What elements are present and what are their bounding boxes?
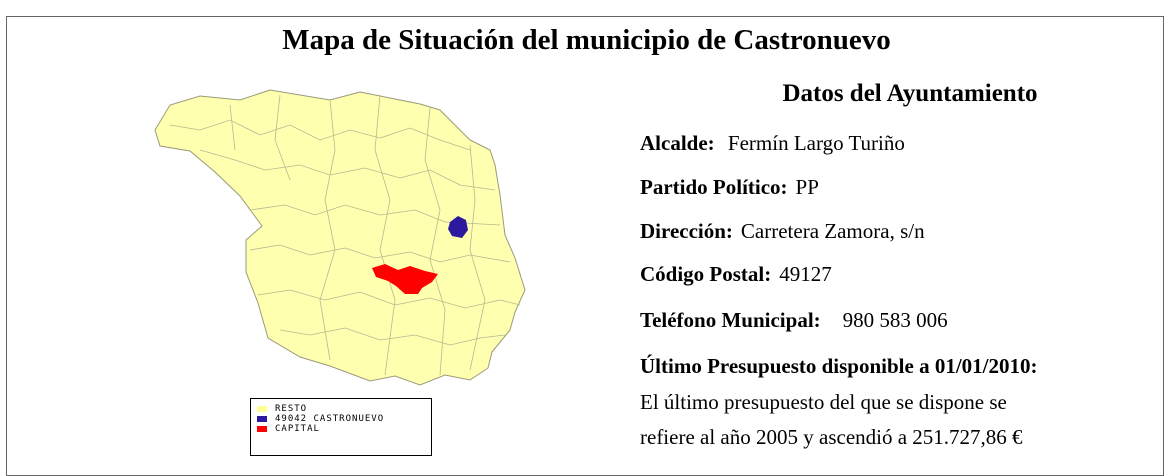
field-row: Partido Político: PP — [640, 175, 819, 200]
field-label: Teléfono Municipal: — [640, 308, 821, 332]
field-label: Código Postal: — [640, 262, 772, 286]
budget-text: El último presupuesto del que se dispone… — [640, 390, 1007, 414]
budget-text: refiere al año 2005 y ascendió a 251.727… — [640, 425, 1023, 449]
field-value: PP — [795, 175, 819, 199]
field-value: Fermín Largo Turiño — [727, 131, 905, 155]
legend-entry: 49042 CASTRONUEVO — [257, 414, 431, 424]
subtitle: Datos del Ayuntamiento — [782, 80, 1038, 107]
municipal-borders — [169, 94, 521, 376]
field-label: Partido Político: — [640, 175, 788, 199]
field-row: Dirección: Carretera Zamora, s/n — [640, 219, 925, 244]
legend-label: RESTO — [275, 404, 308, 414]
field-value: Carretera Zamora, s/n — [740, 219, 925, 243]
field-label: Alcalde: — [640, 131, 715, 155]
field-value: 49127 — [779, 262, 832, 286]
legend-label: CAPITAL — [275, 424, 320, 434]
field-value: 980 583 006 — [842, 308, 948, 332]
title: Mapa de Situación del municipio de Castr… — [282, 24, 891, 56]
field-row: Alcalde: Fermín Largo Turiño — [640, 131, 905, 156]
field-row: Teléfono Municipal: 980 583 006 — [640, 308, 948, 333]
field-label: Dirección: — [640, 219, 733, 243]
legend-entry: CAPITAL — [257, 424, 431, 434]
map — [154, 89, 526, 386]
budget-heading: Último Presupuesto disponible a 01/01/20… — [640, 354, 1045, 379]
legend-label: 49042 CASTRONUEVO — [275, 414, 385, 424]
map-legend: RESTO 49042 CASTRONUEVO CAPITAL — [250, 398, 432, 456]
legend-swatch — [257, 416, 267, 422]
legend-entry: RESTO — [257, 404, 431, 414]
capital-area — [372, 264, 438, 294]
field-row: Código Postal: 49127 — [640, 262, 832, 287]
legend-swatch — [257, 406, 267, 412]
castronuevo-area — [448, 216, 468, 238]
budget-heading-text: Último Presupuesto disponible a 01/01/20… — [640, 354, 1038, 378]
legend-swatch — [257, 426, 267, 432]
